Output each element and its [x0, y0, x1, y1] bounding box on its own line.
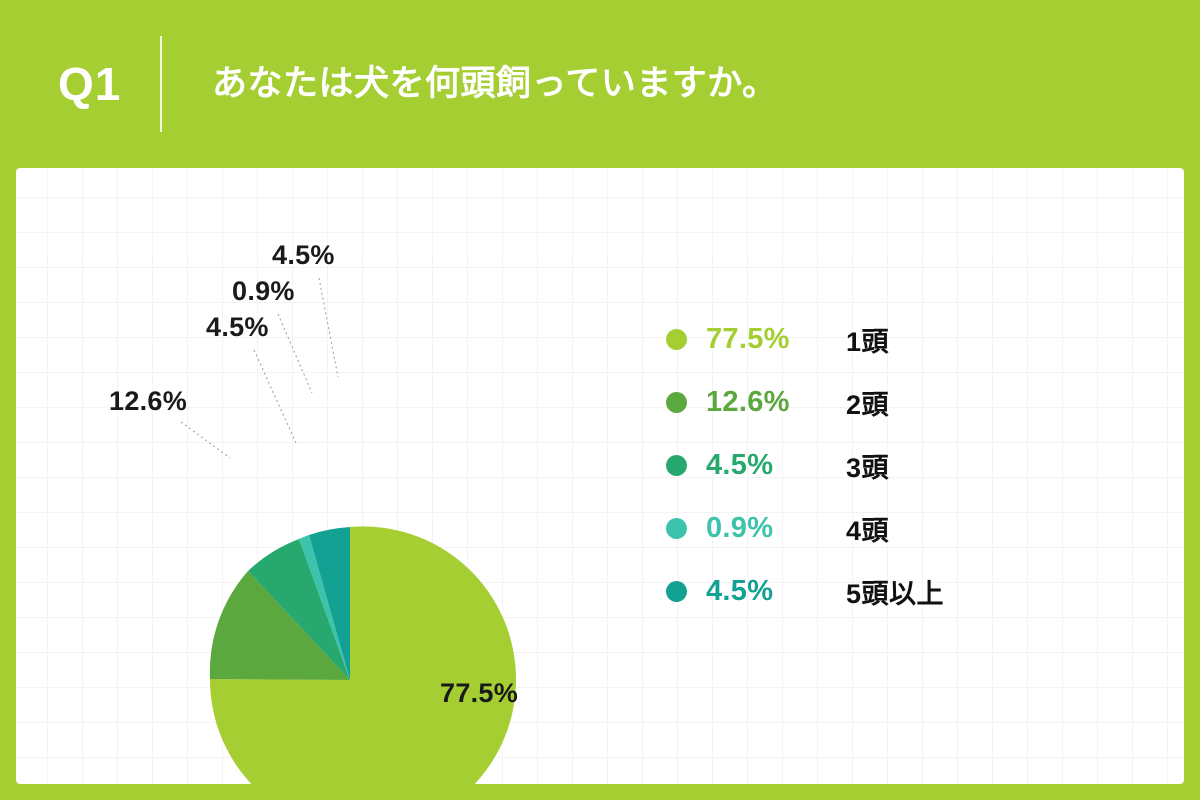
legend-percent: 0.9%	[706, 512, 774, 544]
chart-legend: 77.5% 1頭 12.6% 2頭 4.5% 3頭 0.9% 4頭 4.5%	[666, 308, 1146, 623]
legend-color-dot-icon	[666, 455, 687, 476]
pie-label-3tou: 4.5%	[206, 312, 269, 342]
legend-color-dot-icon	[666, 518, 687, 539]
pie-chart	[180, 277, 516, 784]
legend-item-4tou: 0.9% 4頭	[666, 497, 1146, 560]
legend-percent: 12.6%	[706, 386, 790, 418]
pie-slice-4tou	[299, 535, 350, 680]
legend-label: 3頭	[846, 453, 890, 483]
legend-label: 1頭	[846, 327, 890, 357]
question-number: Q1	[58, 58, 122, 110]
pie-slice-1tou	[209, 526, 516, 784]
pie-label-2tou: 12.6%	[109, 386, 188, 416]
pie-label-4tou: 0.9%	[232, 276, 295, 306]
pie-label-5tou-ijou: 4.5%	[272, 240, 335, 270]
slide-header: Q1 あなたは犬を何頭飼っていますか。	[0, 0, 1200, 168]
legend-percent: 4.5%	[706, 449, 774, 481]
legend-color-dot-icon	[666, 329, 687, 350]
legend-percent: 4.5%	[706, 575, 774, 607]
pie-chart-area: 4.5% 0.9% 4.5% 12.6% 77.5%	[16, 168, 656, 784]
content-card: 4.5% 0.9% 4.5% 12.6% 77.5% 77.5% 1頭 12.6…	[16, 168, 1184, 784]
question-title: あなたは犬を何頭飼っていますか。	[212, 64, 778, 103]
legend-label: 2頭	[846, 390, 890, 420]
header-divider	[160, 36, 162, 132]
pie-slice-5tou-ijou	[309, 527, 350, 680]
legend-label: 4頭	[846, 516, 890, 546]
pie-slice-2tou	[209, 571, 350, 680]
legend-color-dot-icon	[666, 581, 687, 602]
legend-percent: 77.5%	[706, 323, 790, 355]
pie-label-1tou: 77.5%	[440, 678, 519, 708]
legend-item-2tou: 12.6% 2頭	[666, 371, 1146, 434]
pie-slice-3tou	[248, 539, 350, 680]
legend-item-1tou: 77.5% 1頭	[666, 308, 1146, 371]
legend-label: 5頭以上	[846, 579, 945, 609]
legend-color-dot-icon	[666, 392, 687, 413]
legend-item-5tou-ijou: 4.5% 5頭以上	[666, 560, 1146, 623]
legend-item-3tou: 4.5% 3頭	[666, 434, 1146, 497]
